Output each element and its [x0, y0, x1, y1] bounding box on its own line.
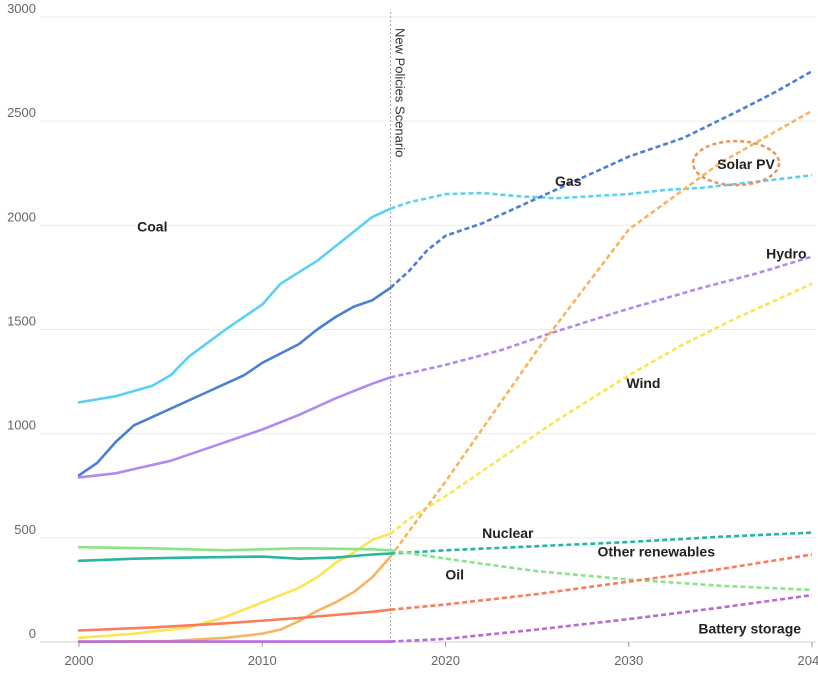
x-tick-label: 2000 — [65, 653, 94, 668]
series-lines — [77, 70, 813, 644]
solar-pv-ellipse — [691, 139, 781, 187]
other-renewables-label: Other renewables — [597, 544, 715, 560]
wind-line-projection — [389, 282, 813, 535]
y-axis-ticks: 0 500 1000 1500 2000 2500 3000 — [7, 1, 36, 641]
y-tick-label: 2500 — [7, 105, 36, 120]
other-renewables-line-historical — [77, 545, 392, 552]
x-tick-label: 2020 — [431, 653, 460, 668]
solar-pv-highlight — [691, 139, 781, 187]
coal-label: Coal — [137, 219, 167, 235]
nuclear-line-historical — [77, 552, 392, 563]
battery-storage-label: Battery storage — [698, 621, 801, 637]
x-tick-label: 2030 — [614, 653, 643, 668]
nuclear-label: Nuclear — [482, 525, 534, 541]
y-tick-label: 3000 — [7, 1, 36, 16]
y-tick-label: 1500 — [7, 314, 36, 329]
solar-pv-line-historical — [77, 555, 392, 644]
hydro-line-projection — [390, 255, 813, 379]
hydro-label: Hydro — [766, 246, 806, 262]
y-tick-label: 500 — [14, 522, 36, 537]
gas-line-historical — [77, 286, 392, 477]
x-axis-ticks: 2000 2010 2020 2030 2040 — [65, 642, 818, 668]
oil-line-historical — [77, 608, 392, 632]
x-tick-label: 2040 — [798, 653, 818, 668]
y-tick-label: 2000 — [7, 209, 36, 224]
battery-storage-line-projection — [390, 593, 813, 643]
y-tick-label: 1000 — [7, 418, 36, 433]
other-renewables-line-projection — [390, 549, 813, 592]
projection-divider: New Policies Scenario — [390, 12, 408, 642]
x-tick-label: 2010 — [248, 653, 277, 668]
series-labels: Coal Gas Solar PV Hydro Wind Nuclear Other ren… — [137, 156, 806, 637]
oil-line-projection — [390, 553, 813, 611]
gas-line-projection — [389, 70, 813, 289]
wind-label: Wind — [626, 375, 660, 391]
scenario-annotation: New Policies Scenario — [393, 28, 408, 157]
oil-label: Oil — [445, 567, 464, 583]
gas-label: Gas — [555, 173, 582, 189]
coal-line-historical — [77, 207, 392, 404]
coal-line-projection — [390, 174, 813, 210]
y-tick-label: 0 — [29, 626, 36, 641]
solar-pv-line-projection — [389, 109, 813, 558]
hydro-line-historical — [77, 376, 392, 479]
grid-lines — [40, 16, 816, 643]
solar-pv-label: Solar PV — [717, 156, 775, 172]
nuclear-line-projection — [390, 531, 813, 555]
